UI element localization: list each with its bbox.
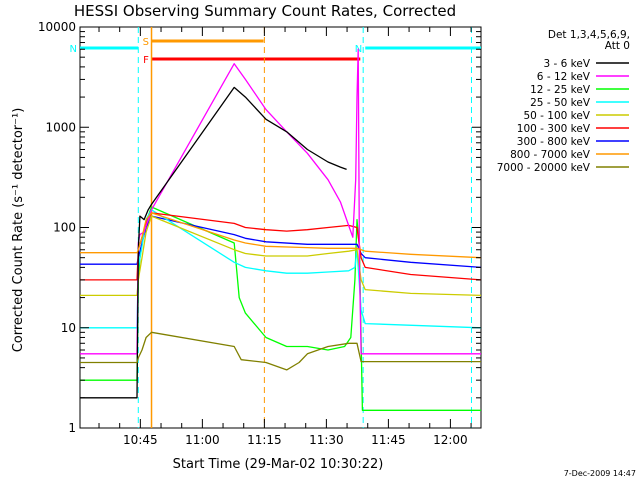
x-tick-label: 11:30 (309, 433, 344, 447)
chart-title: HESSI Observing Summary Count Rates, Cor… (74, 2, 456, 20)
series-layer (80, 48, 482, 411)
legend-header: Att 0 (605, 40, 630, 52)
series-line-300-800-kev (80, 215, 482, 269)
series-line-800-7000-kev (80, 212, 482, 259)
legend-label: 100 - 300 keV (517, 123, 591, 135)
series-line-12-25-kev (80, 206, 481, 411)
series-line-50-100-kev (80, 215, 482, 297)
legend-label: 300 - 800 keV (517, 136, 591, 148)
flag-label: S (143, 37, 149, 48)
y-tick-label: 1000 (45, 120, 76, 134)
legend-label: 6 - 12 keV (537, 71, 591, 83)
legend-label: 25 - 50 keV (530, 97, 591, 109)
x-tick-label: 11:45 (371, 433, 406, 447)
x-axis-label: Start Time (29-Mar-02 10:30:22) (173, 457, 384, 472)
flag-label: N (70, 44, 77, 55)
legend-label: 800 - 7000 keV (510, 149, 591, 161)
x-tick-label: 11:00 (185, 433, 220, 447)
legend-label: 12 - 25 keV (530, 84, 591, 96)
series-line-6-12-kev (80, 48, 481, 355)
x-tick-label: 12:00 (433, 433, 468, 447)
legend-label: 50 - 100 keV (523, 110, 590, 122)
series-line-25-50-kev (80, 209, 482, 329)
x-tick-label: 10:45 (123, 433, 158, 447)
y-tick-label: 10000 (38, 20, 76, 34)
x-tick-label: 11:15 (247, 433, 282, 447)
legend-label: 3 - 6 keV (543, 58, 590, 70)
legend-label: 7000 - 20000 keV (497, 162, 591, 174)
flags-layer: SN NF (70, 37, 481, 66)
legend-header: Det 1,3,4,5,6,9, (548, 29, 630, 41)
y-tick-label: 1 (68, 421, 76, 435)
axes-layer: 1 10 100 1000 10000 10:45 11:00 11:15 11:30 11:45… (38, 20, 481, 447)
markers-layer (137, 27, 472, 428)
series-line-7000-20000-kev (80, 331, 481, 371)
y-tick-label: 100 (53, 221, 76, 235)
y-tick-label: 10 (61, 321, 76, 335)
y-axis-label: Corrected Count Rate (s⁻¹ detector⁻¹) (11, 108, 26, 353)
flag-label: F (143, 55, 149, 66)
footer-timestamp: 7-Dec-2009 14:47 (564, 469, 636, 478)
series-line-3-6-kev (80, 86, 347, 399)
